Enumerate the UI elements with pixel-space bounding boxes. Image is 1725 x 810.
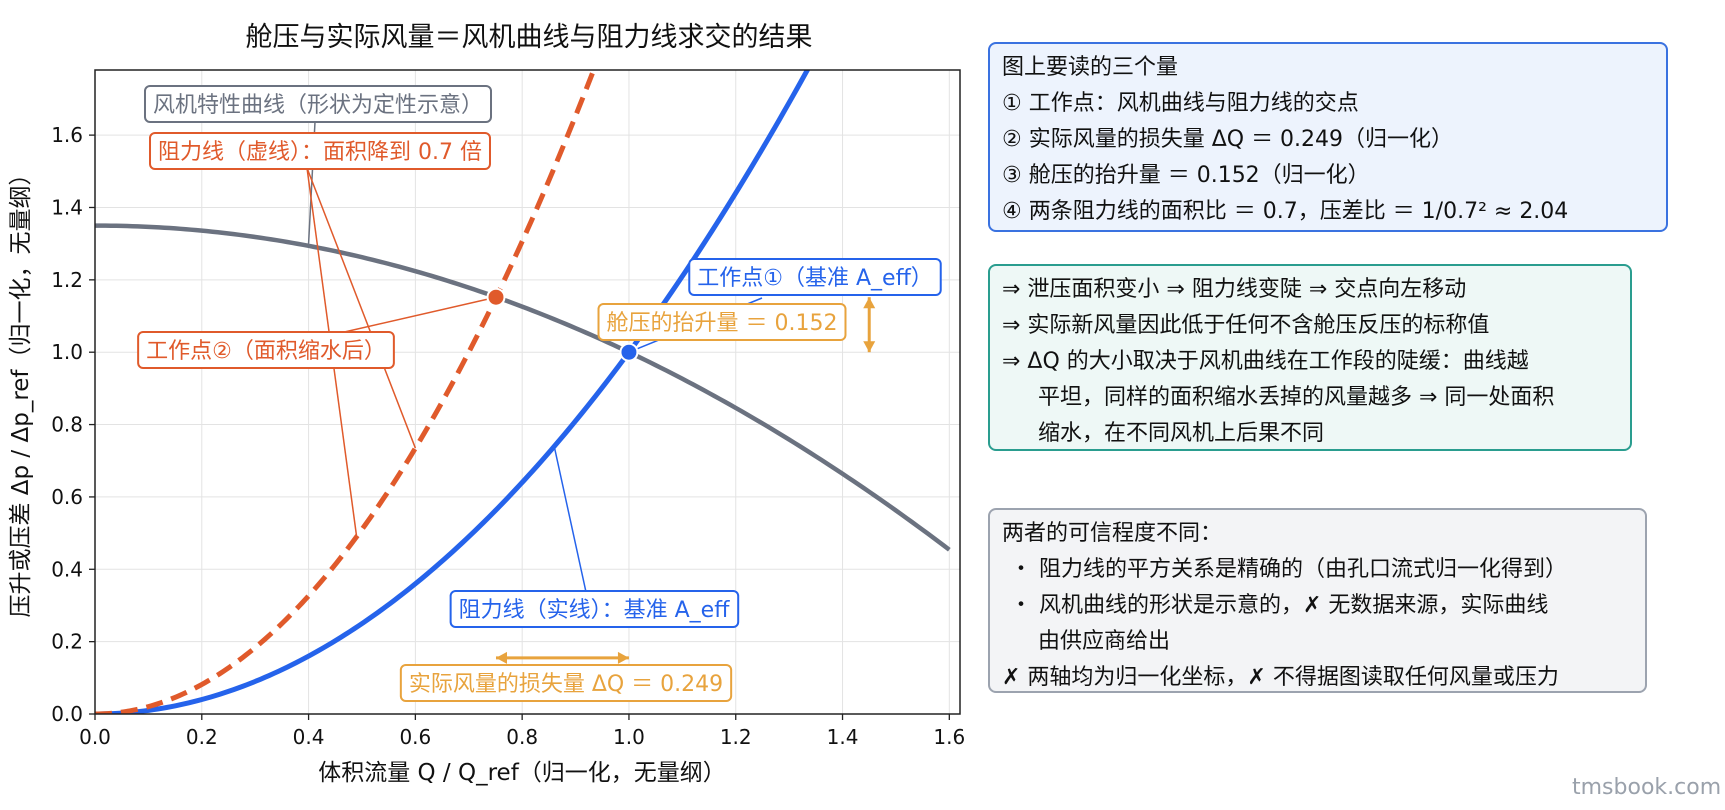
panel-credibility: 两者的可信程度不同： ・ 阻力线的平方关系是精确的（由孔口流式归一化得到） ・ … [988, 508, 1647, 693]
panel-credibility-line: ・ 风机曲线的形状是示意的，✗ 无数据来源，实际曲线 [1010, 593, 1549, 618]
panel-mechanism-line: 缩水，在不同风机上后果不同 [1038, 421, 1325, 446]
plot-frame [94, 69, 961, 715]
operating-point [619, 342, 639, 362]
x-tick-label: 0.4 [293, 725, 325, 749]
operating-point-1-label: 工作点①（基准 A_eff） [688, 258, 942, 296]
operating-point-1-label-text: 工作点①（基准 A_eff） [697, 266, 932, 291]
panel-credibility-line: 由供应商给出 [1038, 629, 1171, 654]
pressure-rise-label: 舱压的抬升量 ＝ 0.152 [597, 303, 847, 341]
series-fan-line [95, 223, 951, 552]
x-tick-label: 1.6 [933, 725, 965, 749]
ticks: 0.0 0.2 0.4 0.6 0.8 1.0 1.2 1.4 1.6 0.0 0.2 0.4 0.6 0… [51, 123, 965, 749]
panel-credibility-title: 两者的可信程度不同： [1002, 521, 1223, 546]
y-tick-label: 0.2 [51, 630, 83, 654]
y-tick-label: 1.4 [51, 195, 83, 219]
dashed-label-leader [306, 167, 417, 449]
y-tick-label: 0.8 [51, 413, 83, 437]
panel-quantities: 图上要读的三个量 ① 工作点：风机曲线与阻力线的交点 ② 实际风量的损失量 ΔQ… [988, 42, 1668, 232]
panel-credibility-line: ・ 阻力线的平方关系是精确的（由孔口流式归一化得到） [1010, 557, 1567, 582]
panel-quantities-line: ③ 舱压的抬升量 ＝ 0.152（归一化） [1002, 163, 1370, 188]
x-tick-label: 0.2 [186, 725, 218, 749]
y-tick-label: 1.6 [51, 123, 83, 147]
y-tick-label: 0.4 [51, 557, 83, 581]
x-tick-label: 1.4 [827, 725, 859, 749]
solid-line-label-box [449, 590, 740, 628]
flow-loss-arrow-head [495, 651, 507, 664]
operating-point-1-label-box [688, 258, 942, 296]
operating-point-2-label: 工作点②（面积缩水后） [137, 331, 395, 369]
y-tick-label: 1.0 [51, 340, 83, 364]
y-axis-label: 压升或压差 Δp / Δp_ref（归一化，无量纲） [8, 162, 34, 617]
watermark: tmsbook.com [1572, 775, 1722, 800]
x-tick-label: 0.0 [79, 725, 111, 749]
operating-point-2-label-box [137, 331, 395, 369]
x-axis-label: 体积流量 Q / Q_ref（归一化，无量纲） [318, 760, 726, 786]
panel-mechanism-line: ⇒ 泄压面积变小 ⇒ 阻力线变陡 ⇒ 交点向左移动 [1002, 277, 1467, 302]
pressure-rise-label-box [597, 303, 847, 341]
op2-label-leader [339, 296, 497, 334]
pressure-rise-arrow-head [863, 341, 876, 353]
panel-mechanism: ⇒ 泄压面积变小 ⇒ 阻力线变陡 ⇒ 交点向左移动 ⇒ 实际新风量因此低于任何不… [988, 264, 1632, 451]
fan-curve-label-box [143, 85, 493, 123]
grid [94, 70, 960, 715]
fan-curve-label: 风机特性曲线（形状为定性示意） [143, 85, 493, 123]
y-tick-label: 0.0 [51, 702, 83, 726]
annotations: 风机特性曲线（形状为定性示意） 阻力线（虚线）：面积降到 0.7 倍工作点②（面积… [137, 85, 942, 702]
dashed-line-label-text: 阻力线（虚线）：面积降到 0.7 倍 [158, 140, 482, 165]
panel-quantities-title: 图上要读的三个量 [1002, 55, 1179, 80]
panel-quantities-line: ④ 两条阻力线的面积比 ＝ 0.7，压差比 ＝ 1/0.7² ≈ 2.04 [1002, 199, 1569, 224]
pressure-rise-label-text: 舱压的抬升量 ＝ 0.152 [607, 311, 838, 336]
operating-point [486, 287, 506, 307]
operating-point-2-label-text: 工作点②（面积缩水后） [146, 339, 386, 364]
flow-loss-label-box [399, 664, 733, 702]
panel-mechanism-line: ⇒ ΔQ 的大小取决于风机曲线在工作段的陡缓：曲线越 [1002, 349, 1529, 374]
solid-line-label-text: 阻力线（实线）：基准 A_eff [459, 598, 731, 623]
pressure-rise-arrow-head [863, 297, 876, 309]
x-tick-label: 1.2 [720, 725, 752, 749]
panel-mechanism-line: 平坦，同样的面积缩水丢掉的风量越多 ⇒ 同一处面积 [1038, 385, 1555, 410]
series-resistance_reduced-line [95, 70, 597, 714]
dashed-line-label: 阻力线（虚线）：面积降到 0.7 倍 [149, 132, 491, 170]
panel-quantities-line: ② 实际风量的损失量 ΔQ ＝ 0.249（归一化） [1002, 127, 1454, 152]
chart-title: 舱压与实际风量＝风机曲线与阻力线求交的结果 [246, 22, 813, 53]
fan-curve-label-text: 风机特性曲线（形状为定性示意） [153, 93, 483, 118]
panel-credibility-line: ✗ 两轴均为归一化坐标，✗ 不得据图读取任何风量或压力 [1002, 665, 1559, 690]
flow-loss-label-text: 实际风量的损失量 ΔQ ＝ 0.249 [409, 672, 723, 697]
solid-label-leader [553, 446, 587, 593]
y-tick-label: 1.2 [51, 268, 83, 292]
panel-mechanism-line: ⇒ 实际新风量因此低于任何不含舱压反压的标称值 [1002, 313, 1490, 338]
flow-loss-arrow-head [617, 651, 629, 664]
dashed-line-label-box [149, 132, 491, 170]
x-tick-label: 0.6 [399, 725, 431, 749]
chart: 风机特性曲线（形状为定性示意） 阻力线（虚线）：面积降到 0.7 倍工作点②（面积… [8, 22, 965, 786]
panel-quantities-line: ① 工作点：风机曲线与阻力线的交点 [1002, 91, 1359, 116]
solid-line-label: 阻力线（实线）：基准 A_eff [449, 590, 740, 628]
y-tick-label: 0.6 [51, 485, 83, 509]
x-tick-label: 0.8 [506, 725, 538, 749]
flow-loss-label: 实际风量的损失量 ΔQ ＝ 0.249 [399, 664, 733, 702]
x-tick-label: 1.0 [613, 725, 645, 749]
